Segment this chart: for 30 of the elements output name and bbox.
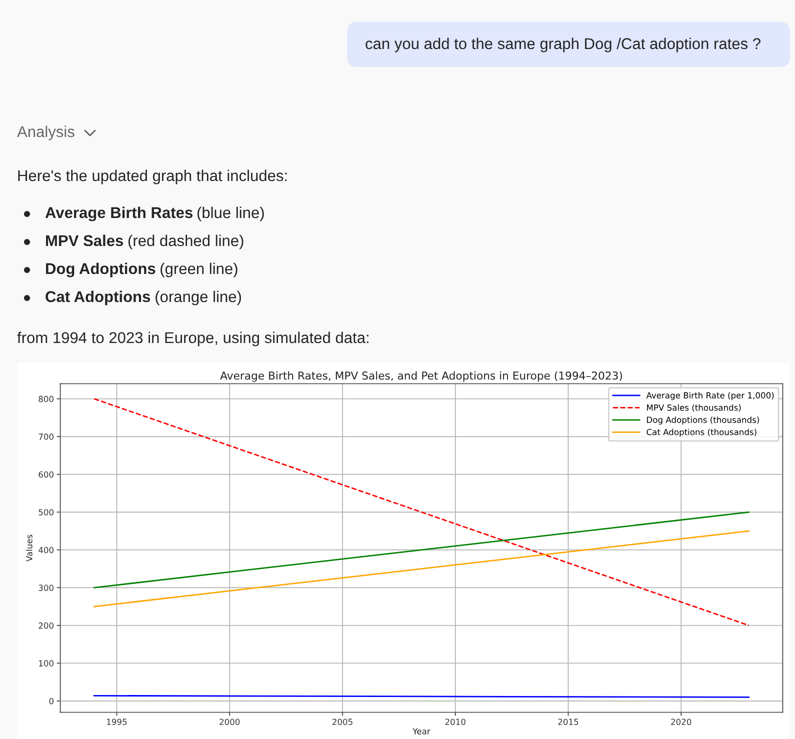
x-tick-label: 2015 bbox=[558, 718, 578, 725]
text: Cat Adoptions (orange line) bbox=[46, 290, 241, 306]
y-tick-label: 800 bbox=[38, 396, 54, 402]
legend-label: MPV Sales (thousands) bbox=[647, 404, 741, 412]
x-axis-title: Year bbox=[412, 728, 430, 734]
x-tick-label: 1995 bbox=[107, 718, 127, 725]
y-tick-label: 200 bbox=[38, 622, 54, 629]
text: Here's the updated graph that includes: bbox=[18, 170, 287, 184]
y-tick-label: 700 bbox=[38, 434, 54, 440]
y-tick-label: 300 bbox=[38, 584, 54, 591]
y-axis-title: Values bbox=[26, 534, 32, 562]
y-tick-label: 500 bbox=[38, 509, 54, 516]
text: Analysis bbox=[17, 126, 74, 140]
x-tick-label: 2005 bbox=[332, 718, 352, 725]
text: Dog Adoptions (green line) bbox=[46, 262, 238, 278]
chart-title: Average Birth Rates, MPV Sales, and Pet Adoptions in Europe (1994–2023) bbox=[220, 371, 622, 382]
text: MPV Sales (red dashed line) bbox=[46, 234, 244, 250]
y-tick-label: 400 bbox=[38, 546, 54, 554]
x-tick-label: 2000 bbox=[220, 718, 240, 725]
y-tick-label: 0 bbox=[49, 698, 54, 704]
legend-label: Cat Adoptions (thousands) bbox=[646, 428, 756, 437]
legend-label: Dog Adoptions (thousands) bbox=[647, 416, 759, 425]
y-tick-label: 600 bbox=[38, 471, 54, 478]
text: from 1994 to 2023 in Europe, using simulated data: bbox=[17, 332, 368, 346]
y-tick-label: 100 bbox=[39, 660, 54, 666]
x-tick-label: 2020 bbox=[671, 718, 692, 725]
text: Average Birth Rates (blue line) bbox=[45, 206, 264, 222]
text: can you add to the same graph Dog /Cat adoption rates ? bbox=[366, 38, 760, 52]
legend-label: Average Birth Rate (per 1,000) bbox=[646, 392, 774, 400]
x-tick-label: 2010 bbox=[445, 718, 466, 725]
